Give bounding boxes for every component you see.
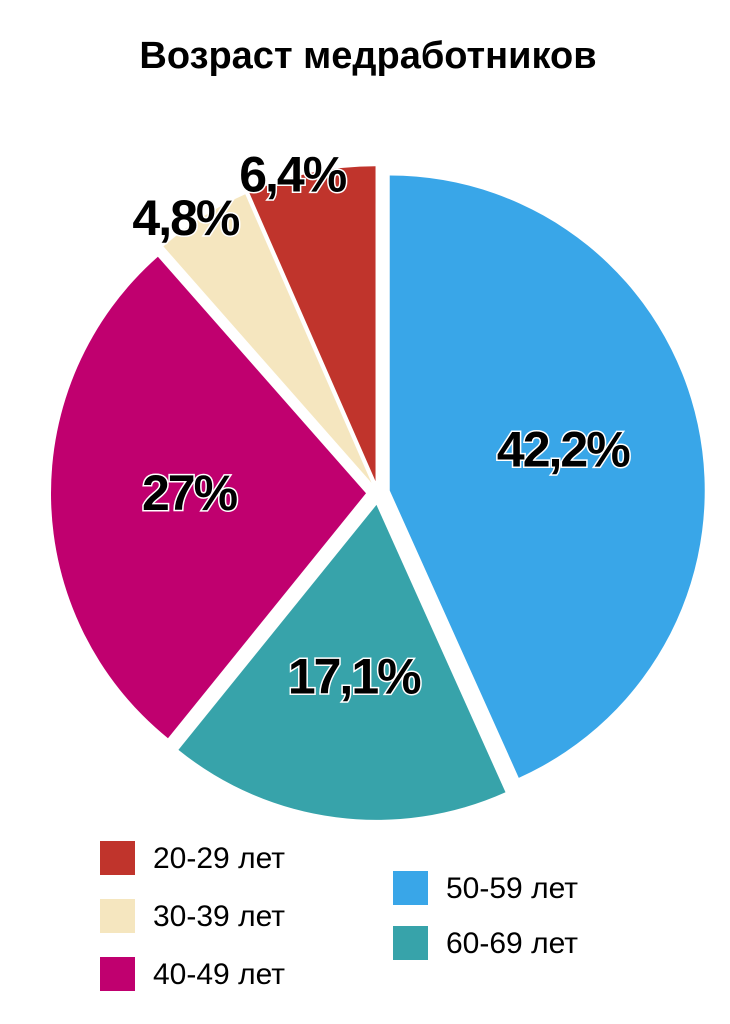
value-label: 27%: [142, 465, 238, 521]
legend-label: 50-59 лет: [446, 872, 578, 905]
legend-swatch: [393, 871, 428, 905]
legend-swatch: [100, 899, 135, 933]
value-label: 17,1%: [288, 649, 421, 705]
value-label: 42,2%: [497, 422, 630, 478]
legend-swatch: [100, 957, 135, 991]
value-label: 6,4%: [239, 147, 347, 203]
legend-label: 60-69 лет: [446, 927, 578, 960]
legend-label: 30-39 лет: [153, 900, 285, 933]
pie-slice: [51, 256, 367, 739]
pie-slice: [163, 194, 372, 483]
legend-label: 40-49 лет: [153, 958, 285, 991]
pie-slice: [389, 175, 705, 778]
legend-swatch: [100, 841, 135, 875]
value-label: 4,8%: [132, 190, 240, 246]
legend-label: 20-29 лет: [153, 842, 285, 875]
chart-title: Возраст медработников: [139, 35, 596, 77]
legend-swatch: [393, 926, 428, 960]
pie-slice: [249, 166, 376, 482]
pie-slice: [178, 504, 506, 820]
